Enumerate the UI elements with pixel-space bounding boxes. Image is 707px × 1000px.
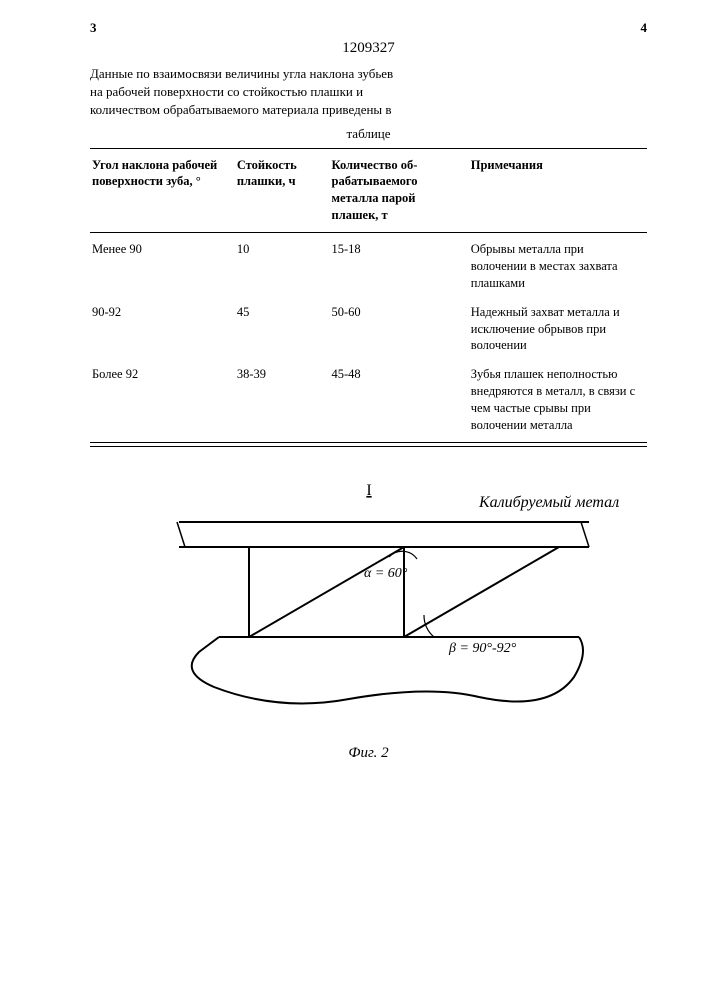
table-header-row: Угол наклона рабочей поверх­ности зуба, … [90, 151, 647, 231]
cell: 38-39 [235, 360, 330, 440]
intro-line: на рабочей поверхности со стойкостью пла… [90, 84, 363, 99]
figure-container: I Калибруемый металл α = 60° β = 90°-92° [90, 477, 647, 762]
figure-caption: Фиг. 2 [90, 745, 647, 762]
document-id: 1209327 [90, 40, 647, 57]
table-row: Более 92 38-39 45-48 Зубья плашек не­пол… [90, 360, 647, 440]
hatch [177, 522, 185, 547]
tooth-hypotenuse [249, 547, 404, 637]
cell: Менее 90 [90, 235, 235, 298]
table-row: 90-92 45 50-60 Надежный захват металла и… [90, 298, 647, 361]
data-table-body: Менее 90 10 15-18 Обрывы металла при вол… [90, 235, 647, 440]
alpha-label: α = 60° [364, 566, 408, 581]
beta-arc [423, 615, 433, 637]
col-header: Количество об­рабатываемого металла паро… [330, 151, 469, 231]
figure-svg: I Калибруемый металл α = 60° β = 90°-92° [119, 477, 619, 737]
cell: 50-60 [330, 298, 469, 361]
intro-text: Данные по взаимосвязи величины угла накл… [90, 65, 647, 120]
metal-label: Калибруемый металл [478, 494, 619, 511]
data-table: Угол наклона рабочей поверх­ности зуба, … [90, 151, 647, 231]
cell: Более 92 [90, 360, 235, 440]
table-row: Менее 90 10 15-18 Обрывы металла при вол… [90, 235, 647, 298]
cell: Обрывы металла при волочении в местах за… [469, 235, 647, 298]
col-header: Угол наклона рабочей поверх­ности зуба, … [90, 151, 235, 231]
table-rule [90, 148, 647, 149]
table-rule [90, 442, 647, 443]
cell: 10 [235, 235, 330, 298]
cell: 45 [235, 298, 330, 361]
intro-line: Данные по взаимосвязи величины угла накл… [90, 66, 393, 81]
tooth-hypotenuse [404, 547, 559, 637]
page-container: 3 4 1209327 Данные по взаимосвязи величи… [0, 0, 707, 782]
table-rule [90, 446, 647, 447]
page-right: 4 [641, 20, 648, 36]
page-left: 3 [90, 20, 97, 36]
intro-line: количеством обрабатываемого материала пр… [90, 102, 392, 117]
page-numbers: 3 4 [90, 20, 647, 36]
cell: 15-18 [330, 235, 469, 298]
hatch [581, 522, 589, 547]
col-header: Стойкость плашки, ч [235, 151, 330, 231]
figure-roman: I [366, 482, 371, 499]
die-outline [191, 637, 582, 703]
cell: 45-48 [330, 360, 469, 440]
cell: 90-92 [90, 298, 235, 361]
col-header: Примечания [469, 151, 647, 231]
cell: Надежный захват металла и исклю­чение об… [469, 298, 647, 361]
cell: Зубья плашек не­полностью внедря­ются в … [469, 360, 647, 440]
beta-label: β = 90°-92° [448, 641, 517, 656]
table-rule [90, 232, 647, 233]
intro-center: таблице [90, 126, 647, 142]
